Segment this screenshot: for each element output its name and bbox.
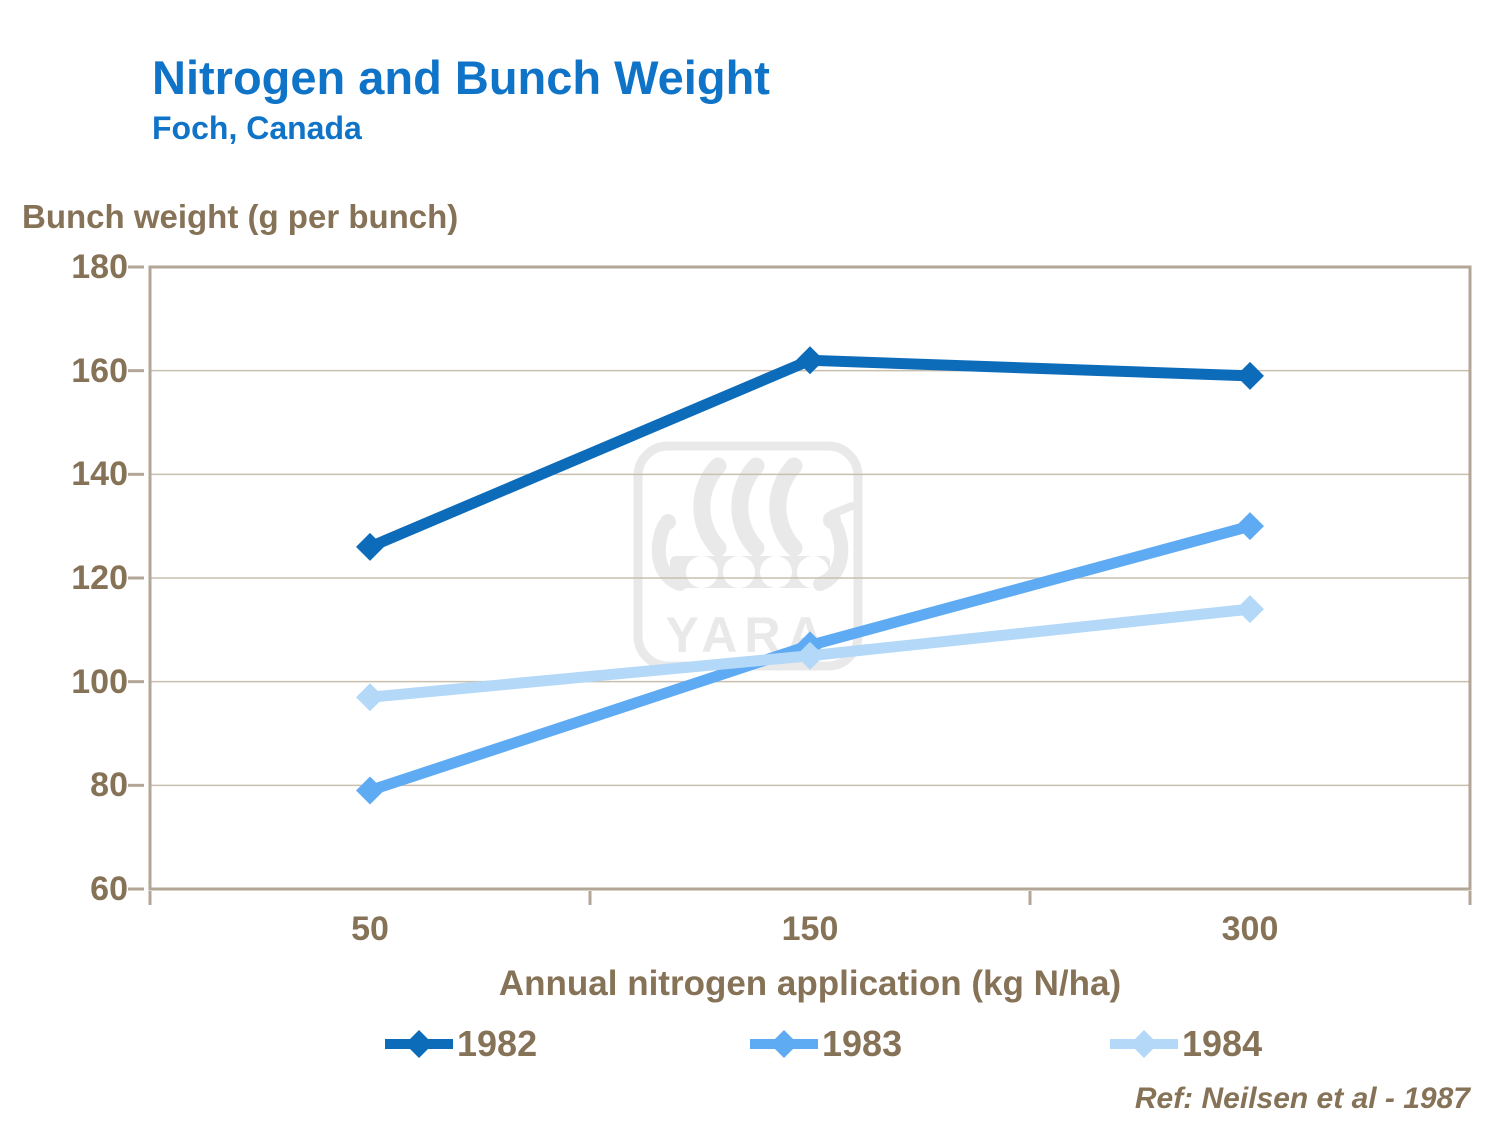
chart-title: Nitrogen and Bunch Weight <box>152 51 770 104</box>
y-tick-label: 180 <box>71 248 128 286</box>
series-marker-1984 <box>796 641 824 670</box>
y-tick-label: 80 <box>90 766 128 805</box>
y-tick-label: 160 <box>71 351 128 390</box>
series-marker-1984 <box>1236 595 1264 624</box>
series-marker-1982 <box>796 346 824 375</box>
legend-item-1984: 1984 <box>1108 1022 1262 1066</box>
y-tick-label: 120 <box>71 559 128 597</box>
y-tick-label: 100 <box>71 662 128 701</box>
y-tick-label: 140 <box>71 455 128 494</box>
x-tick-label: 150 <box>781 910 839 948</box>
y-axis-title: Bunch weight (g per bunch) <box>22 198 459 235</box>
x-tick-label: 300 <box>1221 910 1279 948</box>
series-marker-1983 <box>356 776 384 805</box>
series-marker-1984 <box>356 683 384 712</box>
plot-frame <box>148 265 1472 891</box>
legend-marker-1984 <box>1110 1030 1178 1058</box>
plot-svg <box>128 265 1472 905</box>
yara-ship-icon <box>651 457 856 591</box>
x-axis-title: Annual nitrogen application (kg N/ha) <box>498 964 1122 1003</box>
legend-item-1983: 1983 <box>748 1022 902 1066</box>
series-marker-1983 <box>1236 512 1264 541</box>
y-tick-label: 60 <box>90 870 128 908</box>
legend-marker-1982 <box>385 1030 453 1058</box>
legend-label-1982: 1982 <box>457 1023 538 1064</box>
x-tick-label: 50 <box>351 910 389 948</box>
legend-label-1984: 1984 <box>1182 1023 1263 1064</box>
series-marker-1982 <box>1236 361 1264 390</box>
series-line-1982 <box>367 354 1251 552</box>
legend-label-1983: 1983 <box>822 1023 903 1064</box>
reference-text: Ref: Neilsen et al - 1987 <box>1134 1082 1470 1115</box>
series-marker-1982 <box>356 532 384 561</box>
legend-item-1982: 1982 <box>383 1022 537 1066</box>
legend-marker-1983 <box>750 1030 818 1058</box>
chart-subtitle: Foch, Canada <box>152 110 362 146</box>
